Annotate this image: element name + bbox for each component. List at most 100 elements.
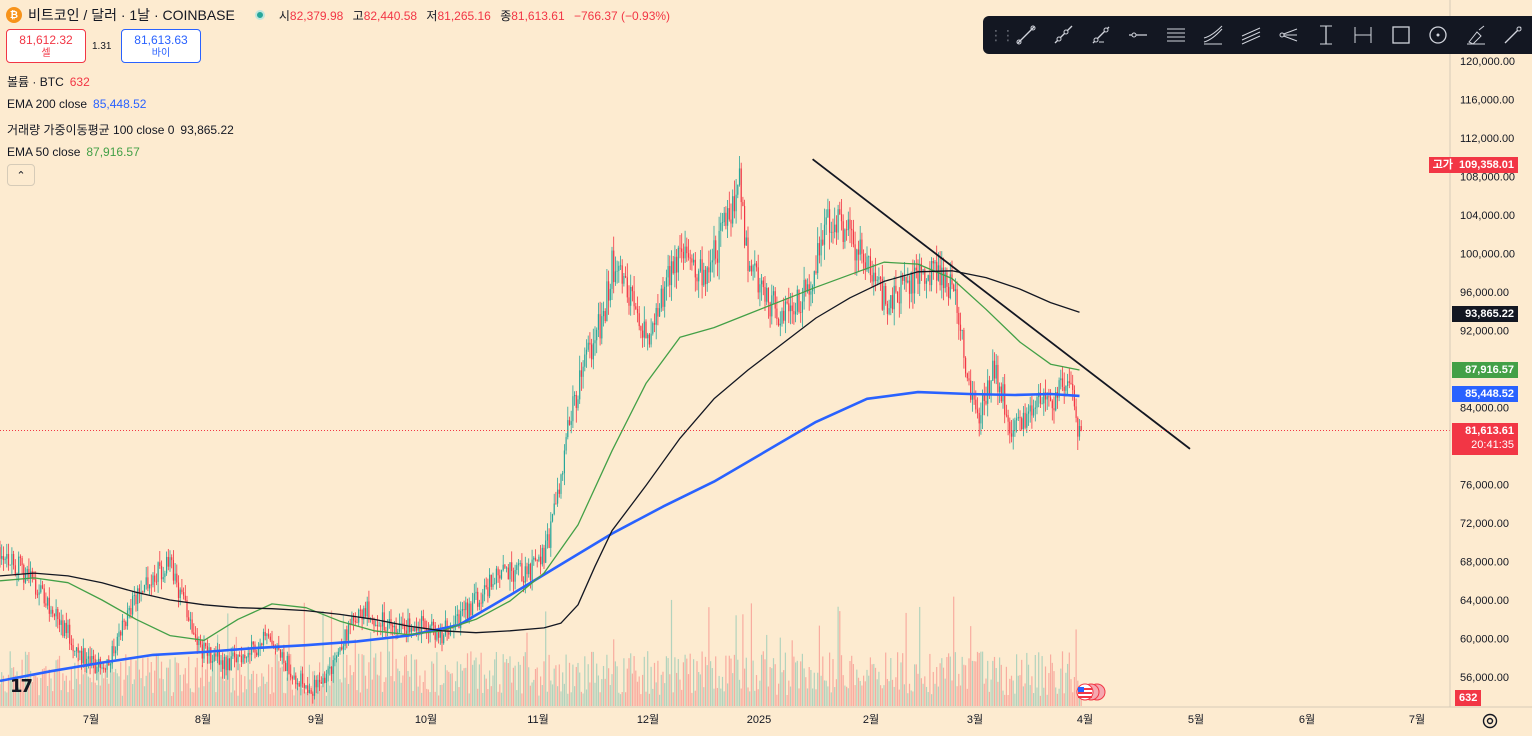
volume-bar: [888, 681, 890, 706]
candle-body: [553, 503, 555, 515]
brush-icon[interactable]: [1457, 16, 1495, 54]
trend-line-icon[interactable]: [1007, 16, 1045, 54]
indicator-volume[interactable]: 볼륨 · BTC 632: [7, 75, 90, 89]
horizontal-line-icon[interactable]: [1120, 16, 1158, 54]
volume-bar: [919, 606, 921, 706]
pitchfork-icon[interactable]: [1270, 16, 1308, 54]
volume-bar: [922, 683, 924, 706]
candle-body: [256, 652, 258, 656]
candle-body: [647, 334, 649, 339]
candle-body: [968, 378, 970, 381]
indicator-ema200[interactable]: EMA 200 close 85,448.52: [7, 97, 147, 111]
candle-body: [849, 219, 851, 229]
volume-bar: [307, 693, 309, 706]
volume-bar: [786, 694, 788, 706]
candle-body: [517, 563, 520, 566]
buy-button[interactable]: 81,613.63 바이: [121, 29, 201, 63]
symbol-title[interactable]: 비트코인 / 달러 · 1날 · COINBASE: [28, 7, 235, 23]
volume-bar: [1080, 695, 1082, 706]
candle-body: [50, 609, 52, 614]
volume-bar: [744, 668, 746, 706]
indicator-ema50[interactable]: EMA 50 close 87,916.57: [7, 145, 140, 159]
candle-body: [696, 277, 698, 282]
volume-bar: [793, 656, 795, 706]
volume-bar: [140, 678, 142, 706]
economic-events-icon[interactable]: [1073, 682, 1107, 702]
volume-bar: [417, 686, 419, 706]
candle-body: [266, 634, 268, 636]
volume-bar: [36, 677, 38, 706]
trend-line[interactable]: [812, 158, 1191, 450]
candle-body: [574, 394, 576, 397]
candle-body: [412, 627, 414, 632]
candle-body: [298, 683, 300, 687]
volume-bar: [992, 660, 994, 706]
candle-body: [19, 556, 21, 558]
regression-icon[interactable]: [1195, 16, 1233, 54]
market-status-icon[interactable]: [254, 10, 265, 20]
candle-body: [40, 585, 42, 593]
volume-bar: [779, 637, 781, 706]
settings-gear-icon[interactable]: [1481, 712, 1499, 730]
volume-bar: [329, 685, 331, 706]
volume-bar: [939, 663, 941, 706]
volume-bar: [880, 685, 882, 706]
candle-body: [439, 632, 441, 638]
candle-body: [1063, 386, 1065, 391]
volume-bar: [602, 665, 605, 706]
candle-body: [330, 666, 333, 674]
pen-icon[interactable]: [1495, 16, 1532, 54]
volume-bar: [451, 673, 453, 706]
info-line-icon[interactable]: [1082, 16, 1120, 54]
indicator-vwma[interactable]: 거래량 가중이동평균 100 close 0 93,865.22: [7, 123, 234, 137]
volume-bar: [31, 681, 33, 706]
volume-bar: [524, 652, 526, 706]
time-tick-label: 10월: [415, 713, 437, 726]
volume-bar: [439, 685, 441, 706]
volume-bar: [381, 691, 384, 706]
volume-bar: [543, 661, 545, 706]
parallel-channel-icon[interactable]: [1157, 16, 1195, 54]
volume-bar: [443, 683, 445, 706]
sell-button[interactable]: 81,612.32 셀: [6, 29, 86, 63]
candle-body: [160, 565, 163, 580]
collapse-legend-button[interactable]: ⌃: [7, 164, 35, 186]
candle-body: [48, 597, 50, 614]
volume-bar: [526, 632, 528, 706]
volume-bar: [514, 665, 516, 706]
volume-bar: [283, 692, 285, 706]
volume-bar: [30, 670, 32, 706]
candle-body: [1014, 420, 1016, 431]
rectangle-icon[interactable]: [1382, 16, 1420, 54]
volume-bar: [914, 664, 916, 706]
candle-body: [300, 673, 302, 687]
candle-body: [322, 677, 324, 684]
volume-bar: [200, 677, 202, 706]
volume-bar: [516, 690, 518, 706]
candle-body: [147, 577, 149, 589]
circle-icon[interactable]: [1420, 16, 1458, 54]
fib-channel-icon[interactable]: [1232, 16, 1270, 54]
volume-bar: [75, 678, 78, 706]
volume-bar: [823, 680, 826, 706]
volume-bar: [1041, 656, 1043, 706]
ray-icon[interactable]: [1045, 16, 1083, 54]
vertical-line-icon[interactable]: [1307, 16, 1345, 54]
candle-body: [951, 274, 953, 285]
time-axis[interactable]: 7월 8월 9월 10월 11월 12월 2025 2월 3월 4월 5월 6월 7월: [83, 713, 1425, 726]
candle-body: [796, 289, 798, 312]
candle-body: [1055, 392, 1057, 411]
horizontal-ray-icon[interactable]: [1345, 16, 1383, 54]
price-axis[interactable]: 56,000.00 60,000.00 64,000.00 68,000.00 72,0…: [1460, 56, 1515, 684]
candle-body: [859, 239, 861, 255]
volume-bar: [490, 686, 492, 706]
volume-bar: [883, 685, 885, 706]
candle-body: [604, 311, 606, 322]
volume-bar: [137, 604, 139, 706]
volume-bar: [747, 687, 749, 706]
volume-bar: [665, 656, 667, 706]
drag-handle-icon[interactable]: ⋮⋮: [989, 26, 1015, 43]
tradingview-logo[interactable]: 17: [10, 676, 33, 697]
volume-bar: [1043, 687, 1045, 706]
